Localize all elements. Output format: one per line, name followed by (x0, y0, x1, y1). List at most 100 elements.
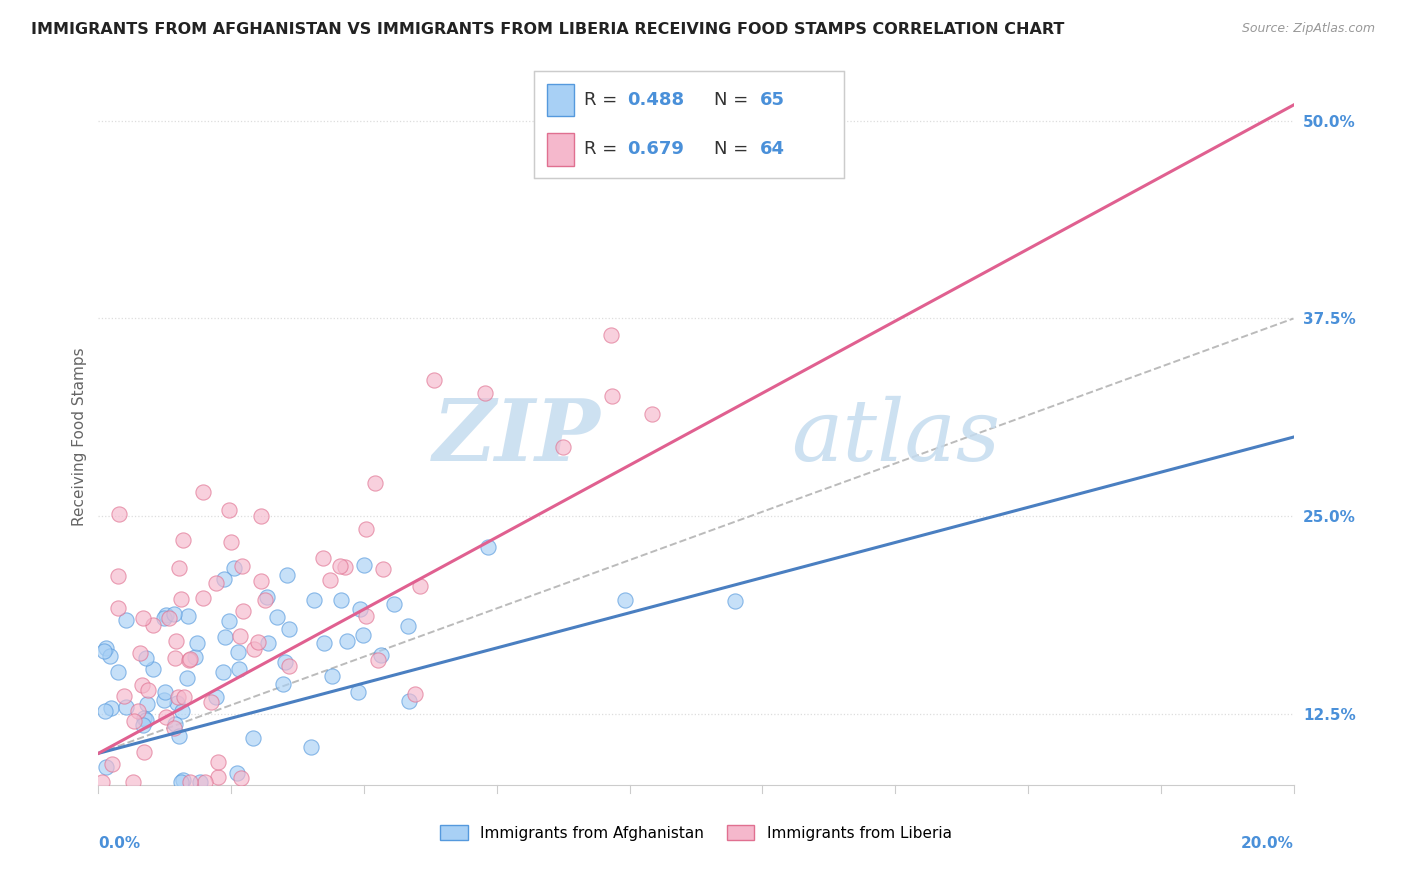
Point (134, 711, 156, 725)
Point (641, 407, 664, 421)
Point (333, 560, 356, 574)
Point (107, 569, 129, 583)
Point (194, 774, 217, 789)
Point (142, 618, 165, 632)
Point (163, 607, 186, 621)
Point (101, 757, 124, 772)
Point (299, 739, 322, 754)
Point (367, 653, 389, 667)
Point (226, 645, 249, 659)
Point (179, 653, 201, 667)
Text: 65: 65 (761, 91, 785, 109)
Text: 0.488: 0.488 (627, 91, 685, 109)
Point (614, 592, 637, 607)
Point (153, 685, 176, 699)
Point (94, 705, 117, 719)
Legend: Immigrants from Afghanistan, Immigrants from Liberia: Immigrants from Afghanistan, Immigrants … (434, 819, 957, 847)
Point (723, 594, 745, 608)
Point (172, 705, 194, 719)
Point (349, 602, 371, 616)
Point (214, 630, 236, 644)
Point (155, 710, 177, 724)
Point (200, 695, 222, 709)
Point (278, 622, 301, 636)
Point (254, 593, 277, 607)
Point (321, 669, 343, 683)
Point (243, 642, 266, 657)
Point (409, 579, 432, 593)
Point (135, 651, 157, 665)
Point (218, 503, 240, 517)
Point (477, 540, 499, 554)
Point (207, 770, 229, 784)
Point (166, 696, 188, 710)
Point (191, 591, 214, 606)
Point (114, 700, 136, 714)
Point (212, 572, 235, 586)
Point (232, 604, 254, 618)
Text: ZIP: ZIP (433, 395, 600, 479)
Point (152, 692, 174, 706)
Point (165, 634, 187, 648)
Point (114, 613, 136, 627)
Point (249, 574, 271, 588)
Point (153, 611, 176, 625)
Point (312, 551, 335, 566)
Point (205, 690, 228, 704)
Point (231, 771, 253, 785)
Point (132, 610, 155, 624)
Text: 0.679: 0.679 (627, 141, 683, 159)
Point (370, 648, 392, 662)
FancyBboxPatch shape (547, 84, 575, 116)
Point (131, 678, 153, 692)
Point (364, 476, 387, 491)
Point (353, 558, 375, 573)
Point (167, 561, 190, 575)
Text: 20.0%: 20.0% (1240, 836, 1294, 851)
Point (136, 682, 159, 697)
Point (107, 600, 129, 615)
Text: IMMIGRANTS FROM AFGHANISTAN VS IMMIGRANTS FROM LIBERIA RECEIVING FOOD STAMPS COR: IMMIGRANTS FROM AFGHANISTAN VS IMMIGRANT… (31, 22, 1064, 37)
Text: R =: R = (583, 141, 623, 159)
Point (172, 533, 194, 547)
Point (278, 659, 301, 673)
Point (256, 591, 278, 605)
Point (191, 484, 214, 499)
Point (179, 652, 201, 666)
Text: R =: R = (583, 91, 623, 109)
Point (135, 713, 157, 727)
Point (257, 636, 280, 650)
Point (93, 644, 115, 658)
Point (329, 592, 352, 607)
Point (266, 610, 288, 624)
Point (169, 591, 191, 606)
Point (132, 718, 155, 732)
Point (336, 634, 359, 648)
Point (382, 597, 405, 611)
Point (246, 634, 269, 648)
Point (354, 609, 377, 624)
Point (94, 760, 117, 774)
Point (600, 389, 623, 403)
Point (352, 628, 374, 642)
Text: Source: ZipAtlas.com: Source: ZipAtlas.com (1241, 22, 1375, 36)
Point (249, 508, 271, 523)
Point (423, 373, 446, 387)
Point (128, 646, 150, 660)
Point (273, 655, 295, 669)
Point (228, 662, 250, 676)
Text: N =: N = (714, 91, 754, 109)
Point (91, 774, 114, 789)
Point (347, 685, 370, 699)
Point (226, 766, 249, 780)
Point (398, 694, 420, 708)
Point (229, 629, 252, 643)
Point (474, 386, 496, 401)
Point (207, 755, 229, 769)
Point (222, 560, 245, 574)
Y-axis label: Receiving Food Stamps: Receiving Food Stamps (72, 348, 87, 526)
Point (172, 772, 194, 787)
Point (329, 558, 352, 573)
Point (211, 665, 233, 679)
Point (170, 774, 193, 789)
